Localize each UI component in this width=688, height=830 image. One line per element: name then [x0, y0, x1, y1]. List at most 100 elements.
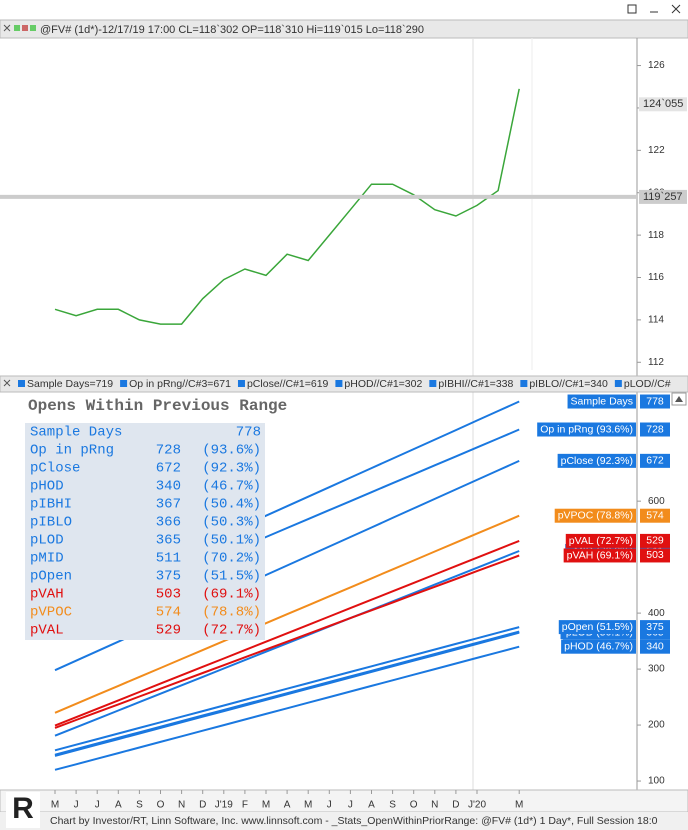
end-label-box	[537, 422, 636, 437]
y-tick-label: 118	[648, 230, 664, 241]
price-label-box	[639, 189, 687, 204]
x-tick-label: N	[431, 800, 438, 811]
x-axis-strip	[0, 789, 688, 813]
restore-button[interactable]	[627, 4, 637, 14]
legend-item: pIBLO//C#1=340	[529, 378, 608, 390]
x-tick-label: O	[157, 800, 165, 811]
x-tick-label: D	[452, 800, 459, 811]
legend-swatch	[18, 380, 25, 387]
end-value-box	[640, 422, 670, 437]
end-label-text: pVPOC (78.8%)	[558, 509, 633, 521]
table-name: Op in pRng	[30, 443, 114, 459]
y-tick-label: 600	[648, 496, 665, 507]
legend-swatch	[429, 380, 437, 387]
x-tick-label: J'20	[468, 800, 486, 811]
series-name: pHOD	[564, 640, 594, 652]
title-bar	[0, 0, 688, 20]
footer-bar	[0, 812, 688, 830]
series-name: pVPOC	[558, 509, 594, 521]
series-line	[54, 554, 520, 729]
end-label: Sample Days 778	[567, 394, 670, 409]
x-tick-label: N	[178, 800, 185, 811]
legend-item: Op in pRng//C#3=671	[129, 378, 231, 390]
table-title: Opens Within Previous Range	[28, 397, 287, 415]
series-name: Op in pRng	[540, 423, 593, 435]
series-share: (69.1%)	[596, 549, 633, 561]
table-name: pOpen	[30, 569, 72, 585]
table-name: pVAH	[30, 587, 64, 603]
table-value: 503	[156, 587, 181, 603]
series-name: pClose	[561, 455, 594, 467]
legend-swatch	[614, 380, 622, 387]
end-label-box	[563, 548, 636, 563]
series-line	[54, 626, 520, 752]
table-share: (50.3%)	[202, 515, 261, 531]
table-value: 672	[156, 461, 181, 477]
table-value: 365	[156, 533, 181, 549]
series-line	[54, 539, 520, 727]
table-name: pVPOC	[30, 605, 72, 621]
scroll-arrow	[675, 396, 683, 402]
legend-item: pClose//C#1=619	[247, 378, 329, 390]
series-share: (72.7%)	[596, 535, 633, 547]
end-label-text: Sample Days	[571, 395, 633, 407]
x-tick-label: A	[368, 800, 375, 811]
end-label-text: Op in pRng (93.6%)	[540, 423, 633, 435]
x-tick-label: M	[51, 800, 59, 811]
icon	[30, 25, 36, 31]
legend-swatch	[520, 380, 528, 387]
table-share: (93.6%)	[202, 443, 261, 459]
end-value: 375	[646, 621, 664, 633]
series-name: Sample Days	[571, 395, 633, 407]
table-name: pIBHI	[30, 497, 72, 513]
table-name: pIBLO	[30, 515, 72, 531]
end-value-box	[640, 620, 670, 635]
table-value: 375	[156, 569, 181, 585]
table-value: 367	[156, 497, 181, 513]
y-tick-label: 100	[648, 776, 665, 787]
y-tick-label: 300	[648, 664, 665, 675]
price-label-box	[639, 97, 687, 112]
x-tick-label: F	[242, 800, 248, 811]
table-name: pLOD	[30, 533, 64, 549]
close-button[interactable]	[671, 4, 681, 14]
pane-close[interactable]	[3, 24, 11, 32]
end-value-box	[640, 548, 670, 563]
table-share: (50.1%)	[202, 533, 261, 549]
end-label: pVAH (69.1%) 503	[563, 548, 670, 563]
end-label-box	[567, 394, 636, 409]
header-bar	[0, 19, 688, 39]
end-label-text: pHOD (46.7%)	[564, 640, 633, 652]
end-value-box	[640, 533, 670, 548]
end-value: 503	[646, 549, 664, 561]
pane-close[interactable]	[3, 379, 11, 387]
x-tick-label: S	[389, 800, 396, 811]
table-share: (50.4%)	[202, 497, 261, 513]
x-tick-label: A	[115, 800, 122, 811]
end-value-box	[640, 639, 670, 654]
x-tick-label: O	[410, 800, 418, 811]
legend-item: Sample Days=719	[27, 378, 113, 390]
x-tick-label: A	[284, 800, 291, 811]
x-tick-label: M	[515, 800, 523, 811]
end-label-text: pVAH (69.1%)	[567, 549, 633, 561]
chart-title: @FV# (1d*)-12/17/19 17:00 CL=118`302 OP=…	[40, 24, 424, 36]
x-tick-label: J	[327, 800, 332, 811]
end-label: pVAL (72.7%) 529	[565, 533, 670, 548]
icon	[22, 25, 28, 31]
y-tick-label: 116	[648, 272, 664, 283]
legend-item: pLOD//C#	[624, 378, 671, 390]
table-value: 529	[156, 623, 181, 639]
series-share: (93.6%)	[596, 423, 633, 435]
table-share: (69.1%)	[202, 587, 261, 603]
end-value-box	[640, 453, 670, 468]
table-value: 728	[156, 443, 181, 459]
x-tick-label: S	[136, 800, 143, 811]
table-name: pClose	[30, 461, 80, 477]
table-share: (72.7%)	[202, 623, 261, 639]
icon	[14, 25, 20, 31]
table-name: pMID	[30, 551, 64, 567]
table-value: 778	[236, 425, 261, 441]
table-name: Sample Days	[30, 425, 122, 441]
